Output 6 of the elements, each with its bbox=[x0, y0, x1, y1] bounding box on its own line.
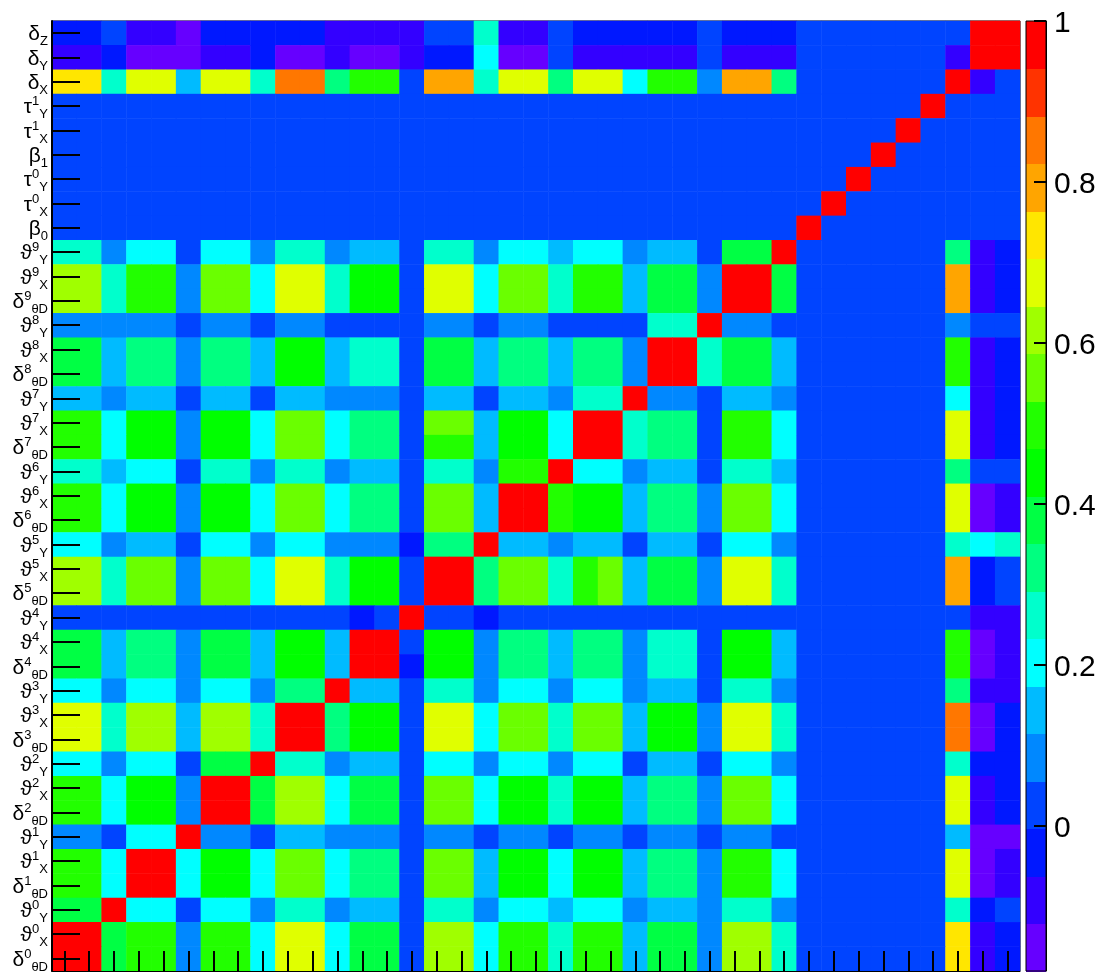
color-bar-label: 0.6 bbox=[1054, 326, 1096, 360]
color-bar-label: 0.4 bbox=[1054, 487, 1096, 521]
color-bar-label: 0 bbox=[1054, 809, 1071, 843]
color-bar-label: 0.8 bbox=[1054, 165, 1096, 199]
color-bar-label: 1 bbox=[1054, 4, 1071, 38]
color-bar-label: 0.2 bbox=[1054, 648, 1096, 682]
